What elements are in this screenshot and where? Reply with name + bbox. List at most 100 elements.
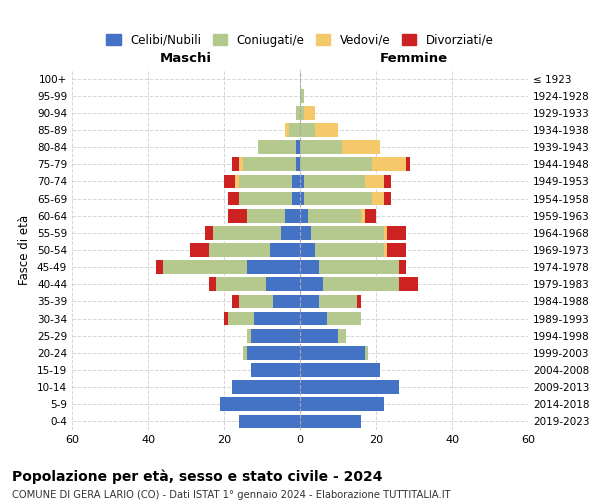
Bar — [209, 278, 217, 291]
Bar — [315, 123, 338, 137]
Bar — [296, 106, 300, 120]
Bar — [300, 414, 361, 428]
Bar — [224, 312, 228, 326]
Bar — [251, 363, 300, 377]
Bar — [212, 226, 281, 239]
Bar — [228, 312, 254, 326]
Bar — [300, 89, 304, 102]
Bar — [251, 329, 300, 342]
Bar — [300, 123, 315, 137]
Bar — [254, 312, 300, 326]
Bar — [406, 158, 410, 171]
Bar — [243, 158, 296, 171]
Bar — [304, 192, 372, 205]
Bar — [365, 346, 368, 360]
Bar — [232, 294, 239, 308]
Bar — [209, 243, 269, 257]
Bar — [365, 174, 383, 188]
Bar — [300, 346, 365, 360]
Bar — [300, 380, 399, 394]
Bar — [300, 106, 304, 120]
Bar — [239, 192, 292, 205]
Bar — [383, 226, 388, 239]
Bar — [300, 329, 338, 342]
Bar — [266, 278, 300, 291]
Bar — [300, 209, 308, 222]
Bar — [228, 192, 239, 205]
Bar — [388, 243, 406, 257]
Bar — [319, 260, 399, 274]
Bar — [220, 398, 300, 411]
Bar — [300, 192, 304, 205]
Bar — [235, 174, 239, 188]
Bar — [388, 226, 406, 239]
Bar — [296, 140, 300, 154]
Bar — [269, 243, 300, 257]
Bar — [323, 278, 399, 291]
Bar — [300, 226, 311, 239]
Bar — [304, 106, 315, 120]
Bar — [292, 192, 300, 205]
Bar — [247, 260, 300, 274]
Legend: Celibi/Nubili, Coniugati/e, Vedovi/e, Divorziati/e: Celibi/Nubili, Coniugati/e, Vedovi/e, Di… — [101, 29, 499, 52]
Bar — [300, 260, 319, 274]
Bar — [300, 158, 372, 171]
Bar — [232, 380, 300, 394]
Bar — [304, 174, 365, 188]
Bar — [319, 294, 357, 308]
Bar — [372, 192, 383, 205]
Bar — [357, 294, 361, 308]
Bar — [285, 209, 300, 222]
Bar — [372, 158, 406, 171]
Bar — [399, 260, 406, 274]
Bar — [300, 174, 304, 188]
Bar — [239, 174, 292, 188]
Bar — [311, 226, 383, 239]
Bar — [308, 209, 361, 222]
Bar — [338, 329, 346, 342]
Bar — [300, 363, 380, 377]
Bar — [243, 346, 247, 360]
Bar — [239, 158, 243, 171]
Bar — [296, 158, 300, 171]
Bar — [217, 278, 266, 291]
Bar — [239, 414, 300, 428]
Bar — [190, 243, 209, 257]
Bar — [383, 174, 391, 188]
Bar — [326, 312, 361, 326]
Y-axis label: Anni di nascita: Anni di nascita — [596, 206, 600, 294]
Bar — [342, 140, 380, 154]
Text: COMUNE DI GERA LARIO (CO) - Dati ISTAT 1° gennaio 2024 - Elaborazione TUTTITALIA: COMUNE DI GERA LARIO (CO) - Dati ISTAT 1… — [12, 490, 451, 500]
Text: Popolazione per età, sesso e stato civile - 2024: Popolazione per età, sesso e stato civil… — [12, 470, 383, 484]
Bar — [365, 209, 376, 222]
Text: Femmine: Femmine — [380, 52, 448, 65]
Bar — [258, 140, 296, 154]
Bar — [247, 346, 300, 360]
Bar — [383, 192, 391, 205]
Bar — [300, 243, 315, 257]
Text: Maschi: Maschi — [160, 52, 212, 65]
Bar — [399, 278, 418, 291]
Bar — [300, 278, 323, 291]
Bar — [285, 123, 289, 137]
Bar — [224, 174, 235, 188]
Y-axis label: Fasce di età: Fasce di età — [19, 215, 31, 285]
Bar — [239, 294, 274, 308]
Bar — [300, 294, 319, 308]
Bar — [292, 174, 300, 188]
Bar — [289, 123, 300, 137]
Bar — [300, 312, 326, 326]
Bar — [205, 226, 212, 239]
Bar — [281, 226, 300, 239]
Bar — [155, 260, 163, 274]
Bar — [232, 158, 239, 171]
Bar — [300, 398, 383, 411]
Bar — [228, 209, 247, 222]
Bar — [315, 243, 383, 257]
Bar — [247, 209, 285, 222]
Bar — [163, 260, 247, 274]
Bar — [274, 294, 300, 308]
Bar — [361, 209, 365, 222]
Bar — [247, 329, 251, 342]
Bar — [300, 140, 342, 154]
